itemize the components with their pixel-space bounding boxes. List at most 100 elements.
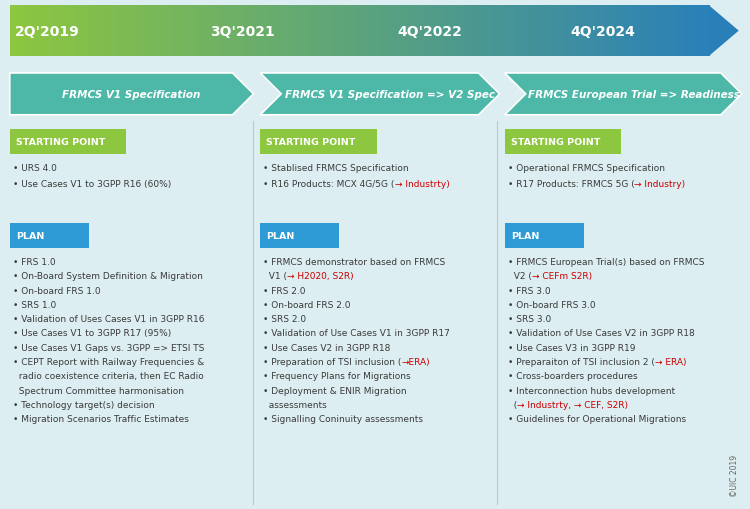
Bar [251,6,255,57]
Bar [628,6,632,57]
Bar [611,6,615,57]
Bar [433,6,437,57]
Bar [132,6,136,57]
Text: • Deployment & ENIR Migration: • Deployment & ENIR Migration [263,386,407,395]
Bar [303,6,307,57]
Bar [314,6,318,57]
Bar [286,6,290,57]
Bar [233,6,238,57]
Bar [454,6,458,57]
Bar [195,6,200,57]
Bar [66,6,70,57]
Text: • FRS 2.0: • FRS 2.0 [263,286,306,295]
Bar [10,6,14,57]
Bar [384,6,388,57]
Bar [530,6,535,57]
Bar [107,6,112,57]
Text: 2Q'2019: 2Q'2019 [15,24,80,39]
Text: 4Q'2024: 4Q'2024 [570,24,634,39]
Bar [69,6,74,57]
Bar [282,6,286,57]
Bar [139,6,143,57]
Text: PLAN: PLAN [511,232,539,241]
Bar [157,6,160,57]
Text: • Cross-boarders procedures: • Cross-boarders procedures [508,372,638,381]
Bar [681,6,685,57]
Bar [181,6,185,57]
Bar [597,6,602,57]
Bar [226,6,231,57]
Text: STARTING POINT: STARTING POINT [511,137,600,147]
Polygon shape [10,74,254,116]
Bar [220,6,224,57]
Bar [20,6,25,57]
Bar [80,6,84,57]
Bar [527,6,531,57]
Text: • Validation of Uses Cases V1 in 3GPP R16: • Validation of Uses Cases V1 in 3GPP R1… [13,315,204,324]
Bar [601,6,604,57]
Bar [443,6,447,57]
Bar [41,6,46,57]
Bar [170,6,175,57]
Bar [639,6,643,57]
Text: → CEFm S2R): → CEFm S2R) [532,272,592,281]
Text: PLAN: PLAN [16,232,44,241]
Polygon shape [505,74,742,116]
Bar [356,6,360,57]
Bar [632,6,636,57]
Bar [569,6,573,57]
Bar [467,6,472,57]
Bar [111,6,116,57]
Bar [705,6,710,57]
Bar [670,6,674,57]
Bar [436,6,440,57]
Bar [62,6,67,57]
Bar [191,6,196,57]
FancyBboxPatch shape [505,224,584,248]
Text: assessments: assessments [263,400,327,409]
Bar [555,6,560,57]
Bar [258,6,262,57]
FancyBboxPatch shape [10,130,126,154]
Text: • SRS 2.0: • SRS 2.0 [263,315,306,324]
Bar [401,6,406,57]
Bar [635,6,640,57]
Bar [405,6,409,57]
Bar [583,6,587,57]
Text: • CEPT Report with Railway Frequencies &: • CEPT Report with Railway Frequencies & [13,357,204,366]
Text: STARTING POINT: STARTING POINT [266,137,356,147]
Bar [104,6,108,57]
Bar [310,6,314,57]
Text: • R16 Products: MCX 4G/5G (: • R16 Products: MCX 4G/5G ( [263,180,394,189]
Bar [548,6,552,57]
Text: • Use Cases V2 in 3GPP R18: • Use Cases V2 in 3GPP R18 [263,343,391,352]
Bar [440,6,444,57]
Bar [202,6,206,57]
Bar [27,6,32,57]
Bar [241,6,244,57]
Text: • FRS 1.0: • FRS 1.0 [13,258,55,267]
Text: 3Q'2021: 3Q'2021 [210,24,274,39]
Bar [58,6,63,57]
Text: • On-Board System Definition & Migration: • On-Board System Definition & Migration [13,272,202,281]
Text: • FRS 3.0: • FRS 3.0 [508,286,550,295]
FancyBboxPatch shape [260,224,339,248]
Text: → ERA): → ERA) [655,357,686,366]
Bar [646,6,650,57]
Bar [52,6,56,57]
Bar [412,6,416,57]
Bar [544,6,549,57]
Text: • URS 4.0: • URS 4.0 [13,163,57,173]
Bar [559,6,562,57]
Bar [608,6,612,57]
Bar [292,6,297,57]
Bar [164,6,168,57]
Bar [237,6,242,57]
Bar [580,6,584,57]
Bar [160,6,164,57]
Bar [387,6,392,57]
Bar [230,6,234,57]
Bar [265,6,269,57]
FancyBboxPatch shape [10,224,88,248]
Text: STARTING POINT: STARTING POINT [16,137,105,147]
